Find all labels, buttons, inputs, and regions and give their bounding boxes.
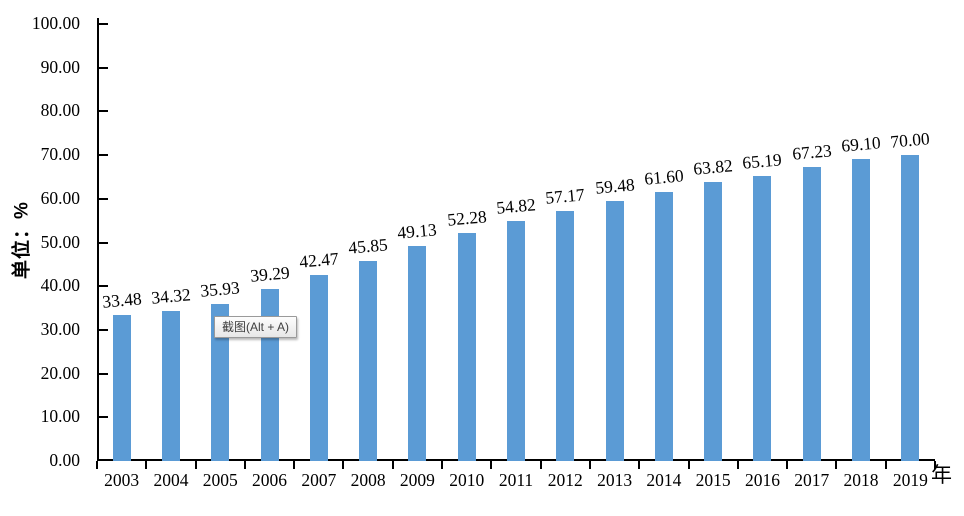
- y-tick-mark: [99, 372, 108, 375]
- bar-2016: [753, 176, 772, 461]
- bar-value-label: 57.17: [544, 184, 586, 208]
- y-tick-label: 70.00: [40, 144, 80, 165]
- x-tick-label: 2015: [695, 470, 731, 490]
- y-tick-mark: [99, 197, 108, 200]
- x-tick-mark: [835, 461, 838, 469]
- bar-value-label: 69.10: [840, 132, 882, 156]
- x-tick-mark: [884, 461, 887, 469]
- x-tick-label: 2004: [153, 470, 189, 490]
- x-tick-label: 2003: [104, 470, 140, 490]
- y-tick-mark: [99, 416, 108, 419]
- bar-2005: [211, 303, 230, 461]
- x-tick-mark: [391, 461, 394, 469]
- bar-value-label: 49.13: [396, 219, 438, 243]
- y-tick-label: 90.00: [40, 56, 80, 77]
- x-tick-label: 2012: [547, 470, 583, 490]
- x-tick-label: 2007: [301, 470, 337, 490]
- x-tick-label: 2006: [252, 470, 288, 490]
- bar-value-label: 39.29: [249, 262, 290, 286]
- bar-value-label: 70.00: [889, 128, 931, 152]
- x-tick-mark: [934, 461, 936, 469]
- bar-value-label: 59.48: [594, 174, 636, 198]
- y-tick-mark: [99, 241, 108, 244]
- x-tick-mark: [243, 461, 246, 469]
- y-tick-mark: [99, 285, 108, 288]
- bar-value-label: 42.47: [298, 248, 340, 273]
- y-axis-line: [97, 18, 99, 461]
- bar-value-label: 35.93: [199, 277, 241, 301]
- bar-value-label: 61.60: [643, 165, 685, 189]
- y-tick-label: 80.00: [40, 100, 80, 121]
- x-tick-mark: [145, 461, 148, 469]
- bar-2008: [359, 260, 378, 461]
- y-tick-label: 60.00: [40, 187, 80, 208]
- x-tick-mark: [441, 461, 444, 469]
- x-tick-mark: [638, 461, 641, 469]
- y-tick-label: 40.00: [40, 275, 80, 296]
- x-tick-label: 2018: [843, 470, 879, 490]
- x-tick-mark: [786, 461, 789, 469]
- bar-value-label: 63.82: [692, 155, 734, 179]
- bar-value-label: 52.28: [446, 205, 488, 230]
- x-tick-label: 2017: [794, 470, 830, 490]
- bar-value-label: 65.19: [741, 149, 783, 173]
- bar-2017: [802, 167, 821, 461]
- y-tick-label: 100.00: [31, 13, 80, 34]
- bar-2007: [309, 275, 328, 461]
- x-tick-label: 2011: [498, 470, 534, 490]
- x-tick-mark: [342, 461, 345, 469]
- bar-2010: [457, 232, 476, 461]
- y-tick-mark: [99, 23, 108, 25]
- x-tick-mark: [687, 461, 690, 469]
- x-tick-mark: [588, 461, 591, 469]
- bar-2019: [901, 155, 920, 461]
- y-tick-mark: [99, 328, 108, 331]
- x-tick-mark: [194, 461, 197, 469]
- bar-2011: [507, 221, 525, 461]
- y-tick-label: 30.00: [40, 318, 80, 339]
- x-axis-title: 年: [931, 464, 952, 487]
- x-tick-label: 2016: [744, 470, 780, 490]
- y-tick-label: 20.00: [40, 362, 80, 383]
- y-tick-label: 0.00: [49, 450, 80, 471]
- bar-2012: [556, 211, 575, 461]
- x-tick-label: 2019: [892, 470, 928, 490]
- x-tick-mark: [736, 461, 739, 469]
- y-tick-mark: [99, 110, 108, 113]
- bar-value-label: 33.48: [101, 288, 143, 312]
- screenshot-tooltip: 截图(Alt + A): [214, 316, 298, 338]
- bar-2018: [852, 159, 871, 461]
- bar-2009: [408, 246, 427, 461]
- y-tick-label: 50.00: [40, 231, 80, 252]
- x-tick-mark: [539, 461, 542, 469]
- bar-2013: [605, 201, 624, 461]
- x-tick-label: 2014: [646, 470, 682, 490]
- x-tick-mark: [490, 461, 493, 469]
- x-tick-label: 2013: [597, 470, 633, 490]
- bar-2004: [161, 311, 180, 461]
- bar-value-label: 54.82: [495, 194, 537, 219]
- bar-2015: [704, 182, 723, 461]
- x-tick-label: 2010: [449, 470, 485, 490]
- y-tick-label: 10.00: [40, 406, 80, 427]
- x-tick-mark: [293, 461, 296, 469]
- bar-2014: [654, 191, 673, 461]
- x-tick-label: 2009: [399, 470, 435, 490]
- bar-value-label: 34.32: [150, 284, 192, 308]
- bar-value-label: 45.85: [347, 233, 389, 258]
- bar-value-label: 67.23: [791, 140, 833, 164]
- y-tick-mark: [99, 66, 108, 69]
- x-tick-label: 2005: [202, 470, 238, 490]
- y-tick-mark: [99, 154, 108, 157]
- x-tick-label: 2008: [350, 470, 386, 490]
- bar-2003: [112, 314, 131, 461]
- x-tick-mark: [96, 461, 98, 469]
